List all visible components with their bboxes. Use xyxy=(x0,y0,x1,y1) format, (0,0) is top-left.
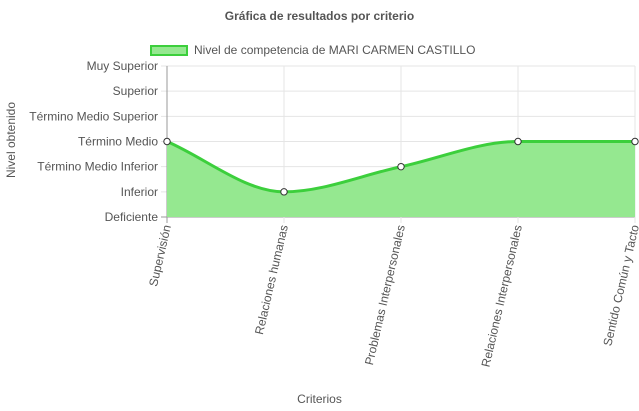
data-point xyxy=(397,162,405,171)
y-tick-label: Término Medio Superior xyxy=(29,109,158,123)
data-point xyxy=(514,137,522,146)
legend-swatch xyxy=(150,44,188,56)
data-point xyxy=(163,137,171,146)
x-tick-label: Relaciones humanas xyxy=(252,224,291,336)
y-tick-label: Deficiente xyxy=(105,210,159,224)
x-axis-label: Criterios xyxy=(297,392,342,406)
data-point xyxy=(280,188,288,196)
y-tick-label: Inferior xyxy=(121,185,158,199)
chart-legend[interactable]: Nivel de competencia de MARI CARMEN CAST… xyxy=(150,42,475,58)
legend-label: Nivel de competencia de MARI CARMEN CAST… xyxy=(194,43,476,57)
x-tick-label: Relaciones Interpersonales xyxy=(479,224,525,369)
data-point xyxy=(631,137,639,146)
y-tick-label: Término Medio Inferior xyxy=(37,160,158,174)
x-tick-label: Supervisión xyxy=(146,224,174,288)
x-tick-label: Problemas Interpersonales xyxy=(362,224,408,367)
y-axis-label: Nivel obtenido xyxy=(4,101,18,179)
chart-title: Gráfica de resultados por criterio xyxy=(224,9,415,23)
x-tick-label: Sentido Común y Tacto xyxy=(600,223,639,347)
series-area-fill xyxy=(167,141,635,217)
y-tick-label: Término Medio xyxy=(78,135,158,149)
y-tick-label: Superior xyxy=(113,84,158,98)
y-tick-label: Muy Superior xyxy=(87,59,158,73)
